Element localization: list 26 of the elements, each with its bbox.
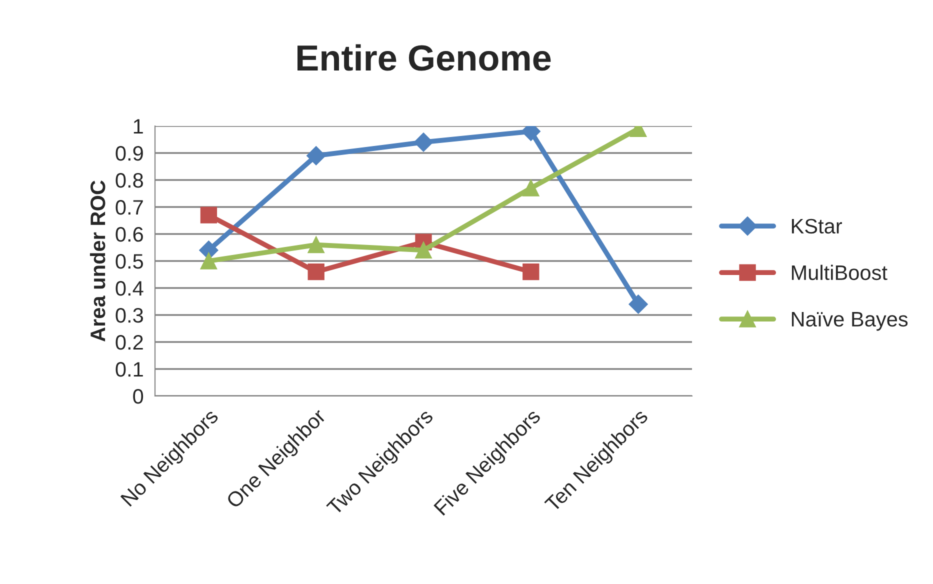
y-tick-label: 0.6 bbox=[116, 227, 143, 242]
legend-label: KStar bbox=[792, 218, 842, 234]
y-tick-label: 0.4 bbox=[116, 281, 144, 296]
point bbox=[308, 263, 324, 280]
point bbox=[414, 132, 434, 152]
y-tick-label: 0.3 bbox=[116, 308, 143, 323]
y-tick-label: 0 bbox=[133, 389, 144, 404]
point bbox=[522, 180, 540, 196]
point bbox=[522, 263, 540, 280]
point bbox=[200, 252, 218, 270]
y-tick-label: 0.7 bbox=[116, 200, 143, 215]
point bbox=[306, 146, 326, 166]
y-tick-label: 0.8 bbox=[116, 173, 143, 188]
y-axis-title: Area under ROC bbox=[90, 180, 106, 342]
y-tick-label: 1 bbox=[134, 119, 143, 134]
y-tick-label: 0.5 bbox=[116, 254, 144, 269]
legend-label: Naïve Bayes bbox=[792, 312, 908, 331]
y-tick-label: 0.2 bbox=[116, 335, 143, 350]
point bbox=[415, 242, 432, 259]
chart-title: Entire Genome bbox=[297, 44, 551, 71]
point bbox=[308, 236, 324, 254]
legend-label: MultiBoost bbox=[792, 264, 888, 280]
y-tick-label: 0.1 bbox=[116, 362, 143, 377]
point bbox=[200, 206, 218, 224]
point bbox=[628, 294, 648, 314]
y-tick-label: 0.9 bbox=[116, 146, 143, 161]
